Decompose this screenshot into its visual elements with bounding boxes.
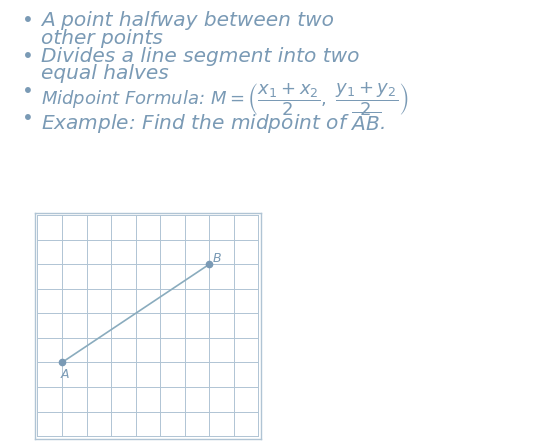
Text: other points: other points — [41, 29, 163, 48]
Text: A: A — [61, 369, 69, 381]
Text: Midpoint Formula: $M = \left(\dfrac{x_1+x_2}{2},\ \dfrac{y_1+y_2}{2}\right)$: Midpoint Formula: $M = \left(\dfrac{x_1+… — [41, 81, 409, 118]
Text: B: B — [212, 252, 221, 265]
Text: •: • — [22, 82, 34, 101]
Text: Divides a line segment into two: Divides a line segment into two — [41, 47, 359, 66]
Text: A point halfway between two: A point halfway between two — [41, 11, 334, 30]
Text: •: • — [22, 47, 34, 66]
Text: equal halves: equal halves — [41, 64, 169, 83]
Text: Example: Find the midpoint of $\overline{AB}$.: Example: Find the midpoint of $\overline… — [41, 109, 385, 136]
Text: •: • — [22, 11, 34, 30]
Text: •: • — [22, 109, 34, 128]
